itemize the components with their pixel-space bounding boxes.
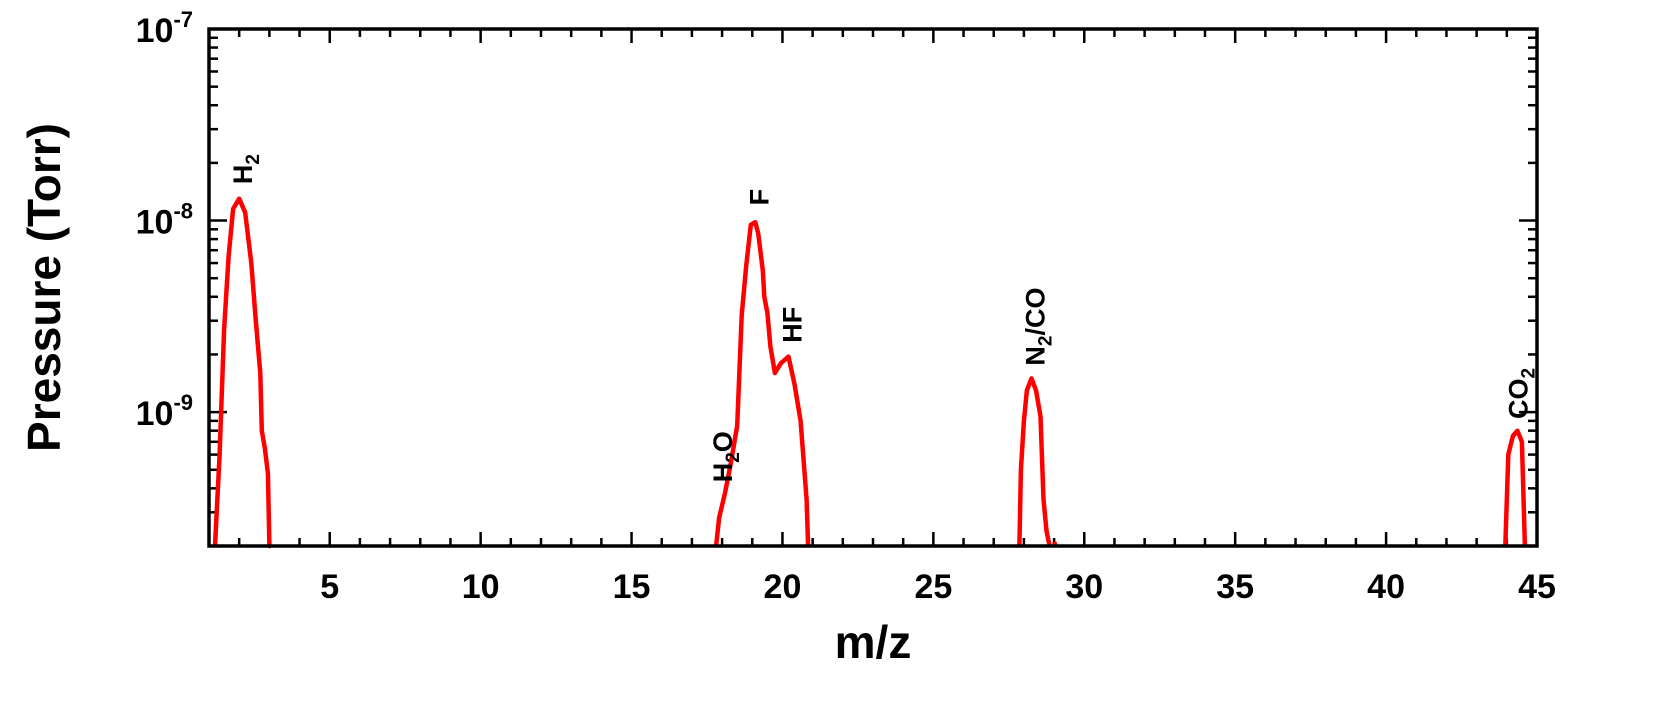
x-axis-title: m/z	[835, 616, 912, 668]
x-tick-label: 15	[613, 568, 651, 606]
series-line-segment	[1017, 376, 1052, 547]
y-axis-title: Pressure (Torr)	[18, 123, 70, 452]
x-tick-labels: 5 10 15 20 25 30 35 40 45	[320, 568, 1556, 606]
x-tick-label: 25	[914, 568, 952, 606]
plot-frame	[207, 27, 1539, 548]
peak-label: H2	[228, 154, 264, 184]
series-line-segment	[713, 219, 811, 547]
y-tick-label: 10-9	[136, 390, 193, 433]
peak-annotations: H2 F HF H2O N2/CO CO2	[228, 154, 1539, 482]
x-tick-label: 40	[1367, 568, 1405, 606]
x-tick-label: 10	[462, 568, 500, 606]
y-tick-labels: 10-9 10-8 10-7	[136, 7, 193, 433]
x-tick-label: 20	[764, 568, 802, 606]
peak-label: N2/CO	[1021, 288, 1057, 366]
series-line-segment	[212, 196, 272, 549]
y-tick-label: 10-7	[136, 7, 193, 50]
x-tick-label: 5	[320, 568, 339, 606]
x-tick-label: 30	[1065, 568, 1103, 606]
peak-label: H2O	[708, 431, 744, 482]
x-tick-label: 35	[1216, 568, 1254, 606]
x-tick-label: 45	[1518, 568, 1556, 606]
peak-label: F	[744, 189, 774, 206]
peak-label: CO2	[1503, 368, 1539, 419]
series-line-segment	[1503, 428, 1528, 547]
y-tick-label: 10-8	[136, 199, 193, 242]
peak-label: HF	[778, 307, 808, 343]
